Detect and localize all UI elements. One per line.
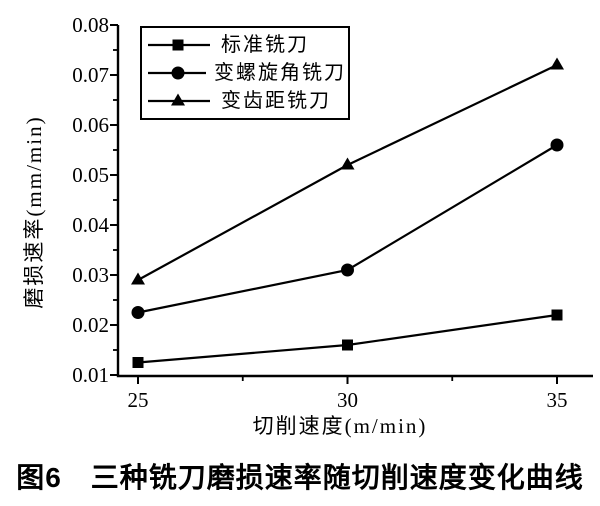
x-axis-tick-label: 35 (547, 388, 568, 412)
marker-circle (341, 263, 354, 277)
y-axis-tick-label: 0.01 (72, 363, 109, 387)
legend-item: 变齿距铣刀 (147, 91, 346, 111)
y-axis-tick-label: 0.06 (72, 113, 109, 137)
marker-triangle (171, 93, 185, 106)
marker-triangle (131, 272, 145, 285)
legend-marker-square-icon (148, 39, 210, 51)
x-axis-title: 切削速度(m/min) (252, 414, 428, 438)
legend-item: 标准铣刀 (147, 35, 346, 55)
marker-square (551, 309, 563, 321)
legend-marker-triangle-icon (148, 93, 210, 106)
marker-triangle (340, 157, 355, 170)
y-axis-tick-label: 0.07 (72, 63, 109, 87)
x-axis-tick-label: 30 (337, 388, 358, 412)
marker-circle (550, 138, 564, 152)
y-axis-title: 磨损速率(mm/min) (22, 115, 46, 309)
figure-caption: 图6 三种铣刀磨损速率随切削速度变化曲线 (16, 462, 584, 493)
legend-label: 变螺旋角铣刀 (214, 62, 346, 84)
series-line-square (137, 313, 558, 364)
y-axis-tick-label: 0.04 (72, 213, 109, 237)
legend-box: 标准铣刀变螺旋角铣刀变齿距铣刀 (140, 26, 350, 120)
series-line-circle (137, 144, 558, 314)
legend-marker-circle-icon (148, 66, 206, 80)
legend-label: 变齿距铣刀 (221, 90, 331, 112)
marker-circle (131, 306, 145, 319)
y-axis-tick-label: 0.08 (72, 13, 109, 37)
legend-label: 标准铣刀 (221, 34, 309, 56)
marker-square (342, 339, 353, 351)
legend-item: 变螺旋角铣刀 (147, 63, 346, 83)
marker-circle (171, 66, 185, 80)
marker-square (172, 39, 184, 51)
chart-plot-area: 0.01 0.02 0.03 0.04 0.05 0.06 0.07 0.08 25 30 35 (72, 13, 593, 412)
x-axis-tick-label: 25 (128, 388, 149, 412)
marker-triangle (550, 57, 564, 70)
y-axis-tick-label: 0.05 (72, 163, 109, 187)
y-axis-tick-label: 0.03 (72, 263, 109, 287)
y-axis-tick-label: 0.02 (72, 313, 109, 337)
marker-square (132, 357, 144, 368)
